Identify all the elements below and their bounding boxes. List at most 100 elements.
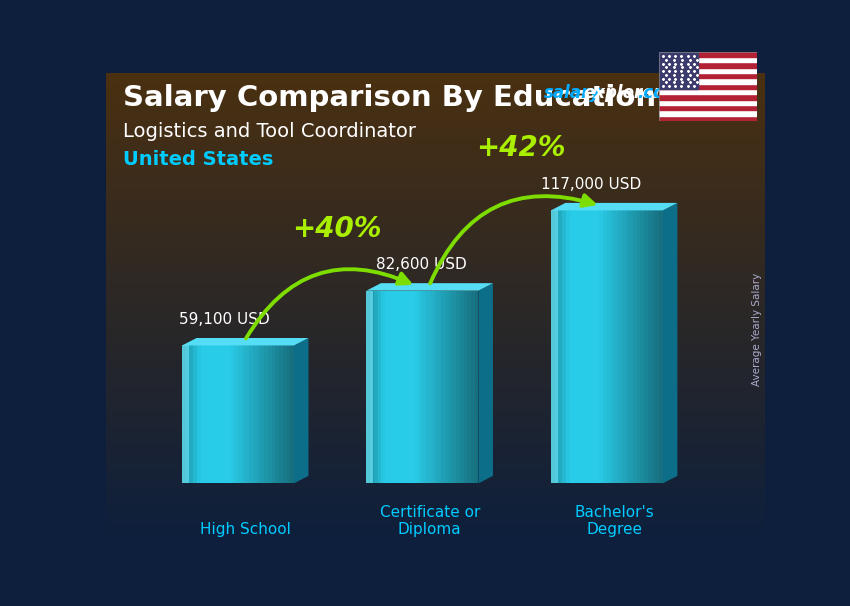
Bar	[106, 516, 765, 518]
Bar	[106, 411, 765, 413]
Bar	[106, 528, 765, 530]
Polygon shape	[275, 345, 279, 484]
Bar	[106, 168, 765, 171]
Polygon shape	[208, 345, 212, 484]
Polygon shape	[201, 345, 204, 484]
Bar	[106, 458, 765, 460]
Bar	[106, 355, 765, 358]
Bar	[106, 87, 765, 89]
Polygon shape	[182, 338, 309, 345]
Polygon shape	[264, 345, 268, 484]
Bar	[106, 292, 765, 295]
Polygon shape	[385, 291, 388, 484]
Bar	[106, 448, 765, 451]
Text: Logistics and Tool Coordinator: Logistics and Tool Coordinator	[122, 122, 416, 141]
Text: Certificate or
Diploma: Certificate or Diploma	[379, 505, 480, 537]
Polygon shape	[388, 291, 393, 484]
Polygon shape	[407, 291, 411, 484]
Bar	[106, 175, 765, 178]
Bar	[106, 191, 765, 194]
Bar	[106, 155, 765, 157]
Bar	[659, 84, 756, 89]
Text: 59,100 USD: 59,100 USD	[178, 312, 269, 327]
Polygon shape	[249, 345, 253, 484]
Polygon shape	[452, 291, 456, 484]
Bar	[106, 435, 765, 437]
Polygon shape	[182, 345, 189, 484]
Bar	[106, 315, 765, 318]
Polygon shape	[551, 203, 677, 210]
Bar	[106, 190, 765, 191]
Bar	[106, 399, 765, 402]
Bar	[659, 57, 756, 62]
Bar	[106, 133, 765, 136]
Bar	[106, 530, 765, 532]
Bar	[106, 180, 765, 182]
Bar	[106, 308, 765, 311]
Bar	[106, 341, 765, 344]
Polygon shape	[238, 345, 241, 484]
Polygon shape	[294, 338, 309, 484]
Polygon shape	[235, 345, 238, 484]
Bar	[106, 117, 765, 119]
Bar	[106, 378, 765, 381]
Bar	[106, 273, 765, 276]
Polygon shape	[604, 210, 607, 484]
Bar	[106, 413, 765, 416]
Bar	[106, 423, 765, 425]
Bar	[106, 504, 765, 507]
Polygon shape	[599, 210, 604, 484]
Bar	[106, 166, 765, 168]
Bar	[106, 451, 765, 453]
Bar	[106, 94, 765, 96]
Polygon shape	[204, 345, 208, 484]
Bar	[106, 509, 765, 511]
Polygon shape	[193, 345, 197, 484]
Polygon shape	[570, 210, 573, 484]
Bar	[106, 103, 765, 105]
Bar	[106, 299, 765, 301]
Bar	[106, 110, 765, 112]
Polygon shape	[566, 210, 570, 484]
Bar	[106, 474, 765, 476]
Bar	[106, 313, 765, 315]
Bar	[106, 264, 765, 267]
Bar	[106, 488, 765, 490]
Polygon shape	[279, 345, 283, 484]
Bar	[106, 161, 765, 164]
Bar	[106, 336, 765, 339]
Polygon shape	[562, 210, 566, 484]
Bar	[106, 262, 765, 264]
Bar	[106, 150, 765, 152]
Bar	[106, 128, 765, 131]
Text: .com: .com	[638, 84, 683, 102]
Bar	[106, 147, 765, 150]
Bar	[106, 484, 765, 485]
Bar	[106, 224, 765, 227]
Bar	[106, 182, 765, 185]
Polygon shape	[371, 291, 374, 484]
Bar	[106, 164, 765, 166]
Bar	[106, 255, 765, 257]
Bar	[106, 369, 765, 371]
Polygon shape	[460, 291, 463, 484]
Polygon shape	[404, 291, 407, 484]
Bar	[106, 208, 765, 210]
Polygon shape	[411, 291, 415, 484]
Bar	[106, 282, 765, 285]
Text: United States: United States	[122, 150, 273, 168]
Polygon shape	[382, 291, 385, 484]
Bar	[659, 105, 756, 110]
Bar	[106, 304, 765, 306]
Polygon shape	[377, 291, 382, 484]
Bar	[106, 430, 765, 432]
Bar	[106, 469, 765, 471]
Bar	[106, 75, 765, 78]
Bar	[106, 143, 765, 145]
Polygon shape	[230, 345, 235, 484]
Bar	[106, 344, 765, 345]
Bar	[106, 397, 765, 399]
Polygon shape	[290, 345, 294, 484]
Bar	[106, 339, 765, 341]
Bar	[106, 243, 765, 245]
